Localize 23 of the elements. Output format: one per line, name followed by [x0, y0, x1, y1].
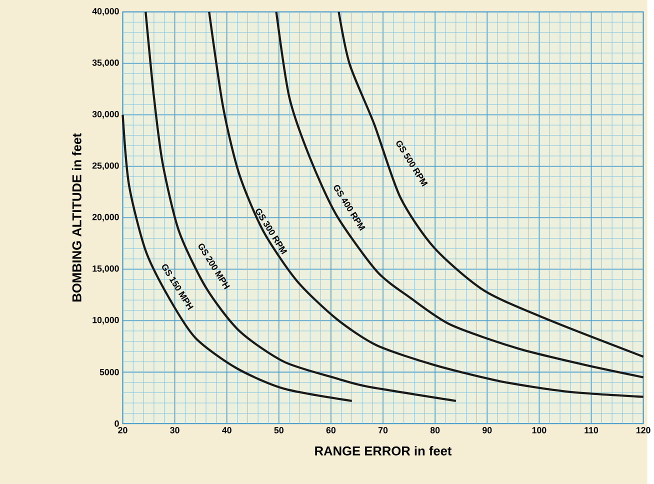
y-tick-label: 40,000	[92, 8, 119, 16]
y-tick-label: 15,000	[92, 265, 119, 273]
line-series	[144, 10, 457, 402]
x-tick-label: 50	[274, 427, 284, 434]
x-tick-label: 110	[584, 427, 598, 434]
x-tick-label: 70	[378, 427, 388, 434]
x-tick-label: 60	[326, 427, 336, 434]
x-tick-label: 90	[482, 427, 492, 434]
x-tick-label: 100	[532, 427, 546, 434]
y-axis-title: BOMBING ALTITUDE in feet	[72, 133, 82, 302]
y-tick-label: 5000	[100, 368, 119, 376]
y-tick-label: 30,000	[92, 111, 119, 119]
y-tick-label: 10,000	[92, 316, 119, 324]
y-tick-label: 35,000	[92, 60, 119, 68]
x-axis-title: RANGE ERROR in feet	[315, 446, 452, 456]
y-tick-label: 0	[114, 420, 119, 427]
x-tick-label: 80	[430, 427, 440, 434]
y-tick-label: 20,000	[92, 214, 119, 222]
y-tick-label: 25,000	[92, 162, 119, 170]
x-tick-label: 20	[118, 427, 128, 434]
x-tick-label: 30	[170, 427, 180, 434]
x-tick-label: 40	[222, 427, 232, 434]
x-tick-label: 120	[636, 427, 650, 434]
